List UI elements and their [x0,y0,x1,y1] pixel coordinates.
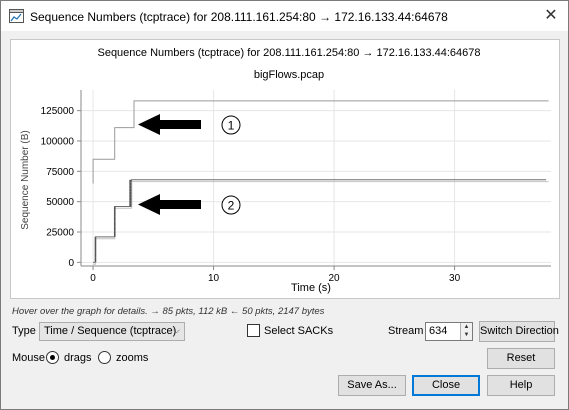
annotation-2: 2 [222,196,240,214]
window-title: Sequence Numbers (tcptrace) for 208.111.… [30,10,448,24]
stream-spinbox[interactable]: 634 ▲ ▼ [425,322,473,341]
title-bar: Sequence Numbers (tcptrace) for 208.111.… [1,1,568,31]
close-button[interactable]: Close [412,375,480,396]
stream-value: 634 [429,325,447,337]
x-axis-label: Time (s) [291,282,331,294]
type-select-value: Time / Sequence (tcptrace) [44,325,176,337]
left-arrow-icon [138,114,201,135]
chart-subtitle: bigFlows.pcap [254,69,324,81]
help-button[interactable]: Help [487,375,555,396]
y-tick-label: 0 [68,258,74,269]
drags-label[interactable]: drags [64,352,92,364]
x-tick-label: 0 [90,273,96,284]
reset-button[interactable]: Reset [487,348,555,369]
stream-label: Stream [388,325,423,337]
type-label: Type [12,325,36,337]
svg-text:2: 2 [228,199,235,213]
y-axis-label: Sequence Number (B) [20,130,31,230]
save-as-button[interactable]: Save As... [338,375,406,396]
y-tick-label: 100000 [41,136,75,147]
zooms-radio[interactable] [98,351,111,364]
y-tick-label: 25000 [46,228,74,239]
graph-area[interactable]: Sequence Numbers (tcptrace) for 208.111.… [10,39,560,299]
y-tick-label: 75000 [46,167,74,178]
spin-arrows-icon[interactable]: ▲ ▼ [460,323,472,340]
wireshark-graph-icon [9,9,24,23]
sequence-chart[interactable]: Sequence Numbers (tcptrace) for 208.111.… [11,40,561,300]
series-ack-line [93,182,548,265]
y-tick-label: 50000 [46,197,74,208]
x-tick-label: 10 [208,273,220,284]
chart-title: Sequence Numbers (tcptrace) for 208.111.… [97,47,480,59]
chevron-down-icon: ⌵ [173,325,180,336]
close-icon[interactable]: ✕ [540,5,562,27]
drags-radio[interactable] [46,351,59,364]
y-tick-label: 125000 [41,106,75,117]
annotation-1: 1 [222,116,240,134]
zooms-label[interactable]: zooms [116,352,148,364]
svg-text:1: 1 [228,119,235,133]
switch-direction-button[interactable]: Switch Direction [479,321,555,342]
hover-hint: Hover over the graph for details. → 85 p… [12,306,324,317]
select-sacks-label[interactable]: Select SACKs [264,325,333,337]
x-tick-label: 30 [449,273,461,284]
left-arrow-icon [138,194,201,215]
mouse-label: Mouse [12,352,45,364]
select-sacks-checkbox[interactable] [247,324,260,337]
series-sequence-line [93,180,546,263]
type-select[interactable]: Time / Sequence (tcptrace) ⌵ [39,322,185,341]
